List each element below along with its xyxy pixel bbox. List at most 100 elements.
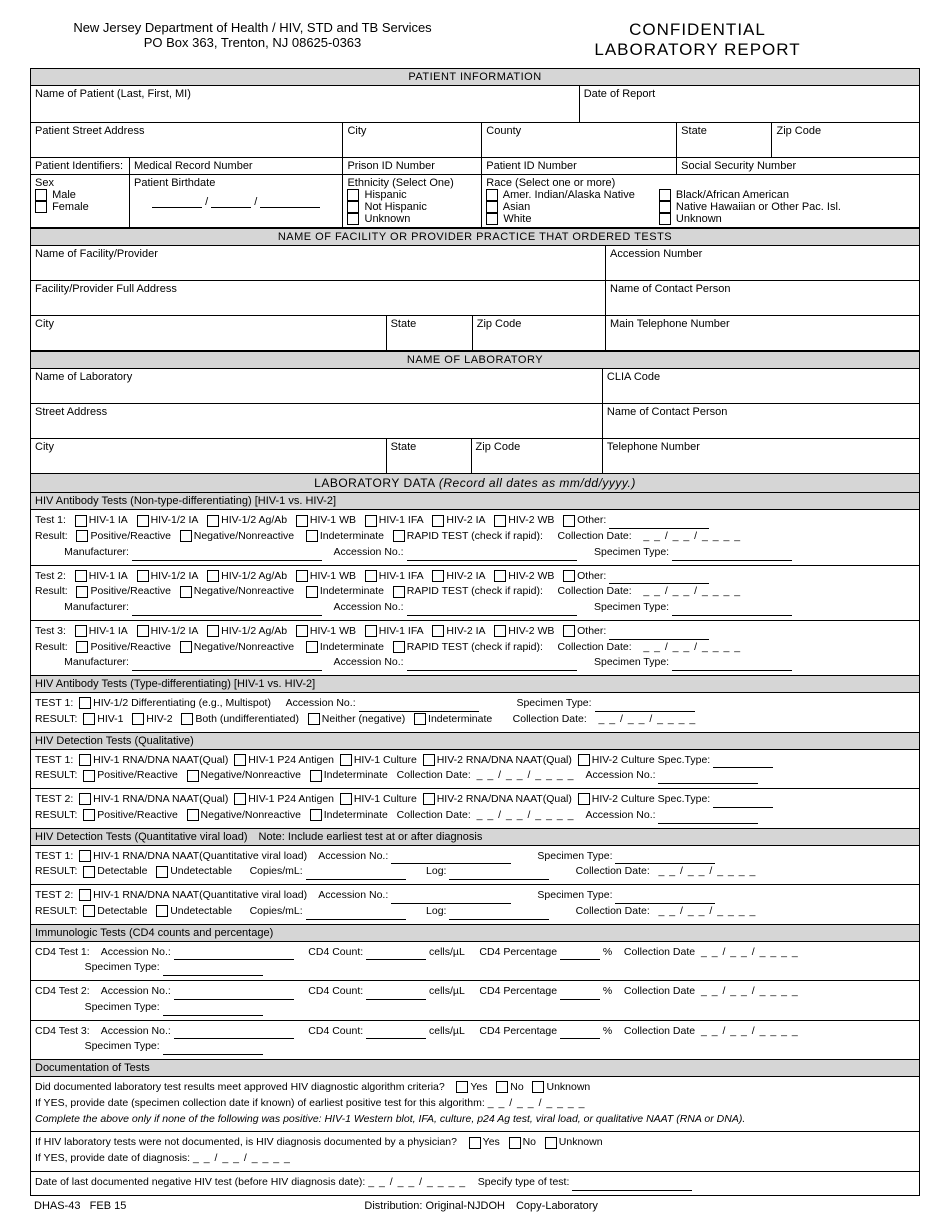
checkbox-eth-unknown[interactable] bbox=[347, 213, 359, 225]
checkbox-pos[interactable] bbox=[76, 586, 88, 598]
patient-name-cell[interactable]: Name of Patient (Last, First, MI) bbox=[31, 86, 580, 123]
facility-zip-cell[interactable]: Zip Code bbox=[472, 316, 605, 351]
checkbox-neg[interactable] bbox=[180, 530, 192, 542]
checkbox-hiv12agab[interactable] bbox=[207, 625, 219, 637]
checkbox-hiv1wb[interactable] bbox=[296, 515, 308, 527]
accession-input[interactable] bbox=[174, 947, 294, 960]
manufacturer-input[interactable] bbox=[132, 658, 322, 671]
checkbox-doc-q1-unknown[interactable] bbox=[532, 1081, 544, 1093]
checkbox-qual-pos[interactable] bbox=[83, 770, 95, 782]
checkbox-qual-indet[interactable] bbox=[310, 770, 322, 782]
county-cell[interactable]: County bbox=[482, 123, 677, 158]
accession-input[interactable] bbox=[658, 811, 758, 824]
other-input[interactable] bbox=[609, 627, 709, 640]
spectype-input[interactable] bbox=[713, 795, 773, 808]
cd4-count-input[interactable] bbox=[366, 947, 426, 960]
checkbox-qual-naat1[interactable] bbox=[79, 754, 91, 766]
checkbox-other[interactable] bbox=[563, 515, 575, 527]
checkbox-qual-culture1[interactable] bbox=[340, 793, 352, 805]
state-cell[interactable]: State bbox=[677, 123, 772, 158]
checkbox-qual-culture2[interactable] bbox=[578, 754, 590, 766]
accession-input[interactable] bbox=[174, 987, 294, 1000]
birthdate-cell[interactable]: Patient Birthdate / / bbox=[130, 175, 343, 228]
checkbox-quant-det[interactable] bbox=[83, 905, 95, 917]
checkbox-hiv2wb[interactable] bbox=[494, 625, 506, 637]
checkbox-doc-q1-no[interactable] bbox=[496, 1081, 508, 1093]
checkbox-hiv2ia[interactable] bbox=[432, 570, 444, 582]
facility-city-cell[interactable]: City bbox=[31, 316, 387, 351]
checkbox-indet[interactable] bbox=[306, 530, 318, 542]
checkbox-race-asian[interactable] bbox=[486, 201, 498, 213]
checkbox-hiv12ia[interactable] bbox=[137, 570, 149, 582]
checkbox-doc-q2-no[interactable] bbox=[509, 1137, 521, 1149]
checkbox-qual-naat2[interactable] bbox=[423, 754, 435, 766]
checkbox-pos[interactable] bbox=[76, 530, 88, 542]
checkbox-neg[interactable] bbox=[180, 641, 192, 653]
facility-phone-cell[interactable]: Main Telephone Number bbox=[606, 316, 920, 351]
mrn-cell[interactable]: Medical Record Number bbox=[130, 158, 343, 175]
checkbox-hiv2ia[interactable] bbox=[432, 515, 444, 527]
manufacturer-input[interactable] bbox=[132, 603, 322, 616]
lab-phone-cell[interactable]: Telephone Number bbox=[602, 439, 919, 474]
zip-cell[interactable]: Zip Code bbox=[772, 123, 920, 158]
checkbox-td-hiv2[interactable] bbox=[132, 713, 144, 725]
checkbox-qual-neg[interactable] bbox=[187, 770, 199, 782]
checkbox-hiv12agab[interactable] bbox=[207, 570, 219, 582]
checkbox-race-white[interactable] bbox=[486, 213, 498, 225]
log-input[interactable] bbox=[449, 907, 549, 920]
specimen-input[interactable] bbox=[672, 603, 792, 616]
accession-input[interactable] bbox=[391, 891, 511, 904]
specimen-input[interactable] bbox=[163, 1042, 263, 1055]
checkbox-rapid[interactable] bbox=[393, 530, 405, 542]
checkbox-quant-det[interactable] bbox=[83, 866, 95, 878]
checkbox-hiv1ifa[interactable] bbox=[365, 570, 377, 582]
checkbox-hiv1wb[interactable] bbox=[296, 625, 308, 637]
specimen-input[interactable] bbox=[615, 851, 715, 864]
checkbox-doc-q1-yes[interactable] bbox=[456, 1081, 468, 1093]
checkbox-other[interactable] bbox=[563, 625, 575, 637]
checkbox-quant-naat[interactable] bbox=[79, 850, 91, 862]
cd4-count-input[interactable] bbox=[366, 987, 426, 1000]
checkbox-hiv1ia[interactable] bbox=[75, 570, 87, 582]
checkbox-qual-neg[interactable] bbox=[187, 809, 199, 821]
checkbox-quant-undet[interactable] bbox=[156, 866, 168, 878]
checkbox-td-both[interactable] bbox=[181, 713, 193, 725]
checkbox-qual-p24[interactable] bbox=[234, 793, 246, 805]
checkbox-hiv1ifa[interactable] bbox=[365, 515, 377, 527]
lab-clia-cell[interactable]: CLIA Code bbox=[602, 369, 919, 404]
test-type-input[interactable] bbox=[572, 1178, 692, 1191]
copies-input[interactable] bbox=[306, 867, 406, 880]
checkbox-race-black[interactable] bbox=[659, 189, 671, 201]
cd4-pct-input[interactable] bbox=[560, 1026, 600, 1039]
accession-input[interactable] bbox=[359, 699, 479, 712]
city-cell[interactable]: City bbox=[343, 123, 482, 158]
other-input[interactable] bbox=[609, 516, 709, 529]
facility-name-cell[interactable]: Name of Facility/Provider bbox=[31, 246, 606, 281]
checkbox-hiv1ifa[interactable] bbox=[365, 625, 377, 637]
checkbox-td-neither[interactable] bbox=[308, 713, 320, 725]
lab-state-cell[interactable]: State bbox=[386, 439, 471, 474]
accession-input[interactable] bbox=[391, 851, 511, 864]
checkbox-hiv2wb[interactable] bbox=[494, 570, 506, 582]
checkbox-quant-naat[interactable] bbox=[79, 889, 91, 901]
checkbox-race-ai[interactable] bbox=[486, 189, 498, 201]
checkbox-qual-p24[interactable] bbox=[234, 754, 246, 766]
checkbox-neg[interactable] bbox=[180, 586, 192, 598]
street-cell[interactable]: Patient Street Address bbox=[31, 123, 343, 158]
checkbox-hiv1ia[interactable] bbox=[75, 515, 87, 527]
checkbox-td-hiv1[interactable] bbox=[83, 713, 95, 725]
checkbox-qual-culture1[interactable] bbox=[340, 754, 352, 766]
prison-cell[interactable]: Prison ID Number bbox=[343, 158, 482, 175]
checkbox-qual-pos[interactable] bbox=[83, 809, 95, 821]
pid-cell[interactable]: Patient ID Number bbox=[482, 158, 677, 175]
checkbox-race-unknown[interactable] bbox=[659, 213, 671, 225]
checkbox-qual-indet[interactable] bbox=[310, 809, 322, 821]
facility-contact-cell[interactable]: Name of Contact Person bbox=[606, 281, 920, 316]
specimen-input[interactable] bbox=[595, 699, 695, 712]
date-report-cell[interactable]: Date of Report bbox=[579, 86, 919, 123]
checkbox-td-indet[interactable] bbox=[414, 713, 426, 725]
checkbox-indet[interactable] bbox=[306, 586, 318, 598]
specimen-input[interactable] bbox=[163, 1003, 263, 1016]
checkbox-not-hispanic[interactable] bbox=[347, 201, 359, 213]
accession-input[interactable] bbox=[407, 548, 577, 561]
